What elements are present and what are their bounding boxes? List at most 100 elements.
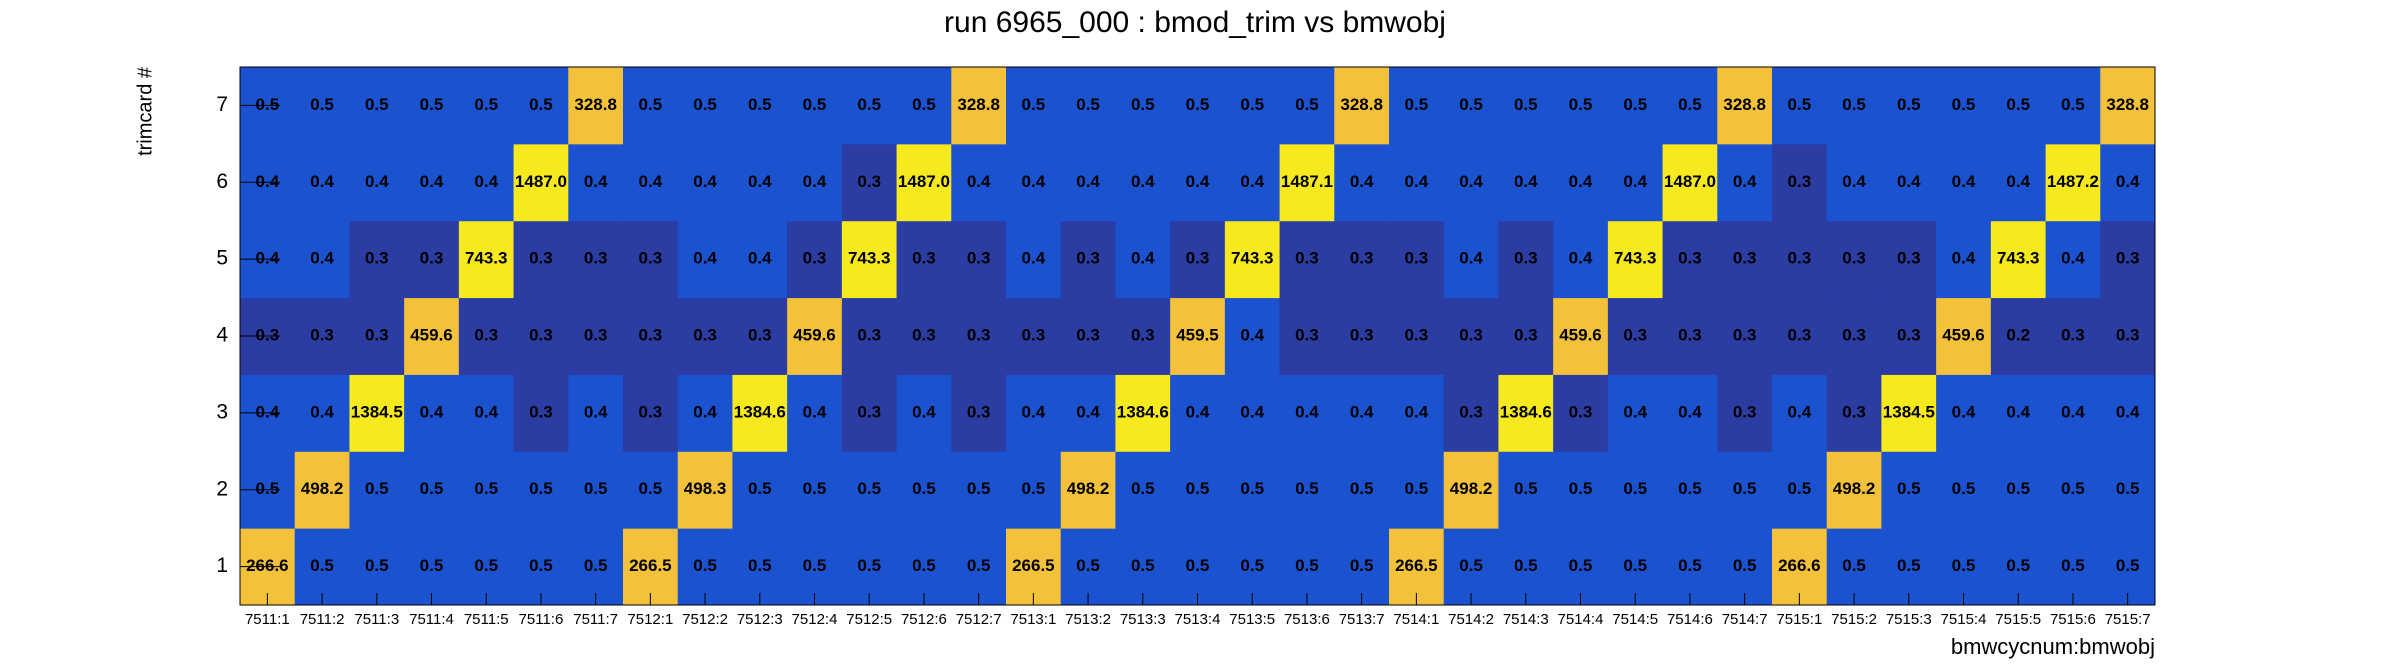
heatmap-cell <box>458 374 515 452</box>
cell-label: 0.3 <box>2116 249 2140 268</box>
heatmap-cell <box>1498 374 1554 452</box>
cell-label: 0.4 <box>2006 402 2030 421</box>
cell-label: 0.5 <box>529 95 553 114</box>
cell-label: 0.5 <box>1459 556 1483 575</box>
cell-label: 0.5 <box>1240 556 1264 575</box>
cell-label: 0.4 <box>1733 172 1757 191</box>
cell-label: 0.5 <box>1514 479 1538 498</box>
heatmap-cell <box>1717 374 1773 452</box>
heatmap-cell <box>1006 220 1062 299</box>
cell-label: 0.4 <box>1569 249 1593 268</box>
cell-label: 1384.5 <box>1883 402 1935 421</box>
cell-label: 0.5 <box>1897 479 1921 498</box>
cell-label: 0.3 <box>1295 325 1319 344</box>
heatmap-cell <box>568 374 624 452</box>
cell-label: 0.5 <box>1405 479 1429 498</box>
heatmap-cell <box>677 528 733 606</box>
heatmap-cell <box>349 220 405 299</box>
x-tick-label: 7511:3 <box>354 611 399 628</box>
cell-label: 0.5 <box>1459 95 1483 114</box>
heatmap-cell <box>458 143 515 222</box>
cell-label: 0.5 <box>1350 556 1374 575</box>
x-tick-label: 7514:4 <box>1558 611 1604 628</box>
heatmap-cell <box>1662 374 1718 452</box>
cell-label: 0.4 <box>1569 172 1593 191</box>
cell-label: 0.3 <box>1514 249 1538 268</box>
heatmap-cell <box>787 143 843 222</box>
heatmap-cell <box>1389 528 1445 606</box>
cell-label: 0.5 <box>1788 95 1812 114</box>
cell-label: 0.3 <box>1076 249 1100 268</box>
cell-label: 0.4 <box>1186 402 1210 421</box>
heatmap-cell <box>841 451 898 529</box>
y-tick-label: 1 <box>216 554 228 577</box>
cell-label: 0.3 <box>1350 325 1374 344</box>
cell-label: 0.3 <box>748 325 772 344</box>
heatmap-cell <box>1006 528 1062 606</box>
heatmap-cell <box>1060 451 1116 529</box>
heatmap-cell <box>951 67 1007 145</box>
cell-label: 0.3 <box>1186 249 1210 268</box>
heatmap-cell <box>677 67 733 145</box>
heatmap-cell <box>2100 143 2156 222</box>
heatmap-cell <box>896 374 952 452</box>
heatmap-cell <box>896 297 952 375</box>
cell-label: 0.4 <box>1514 172 1538 191</box>
heatmap-cell <box>1006 374 1062 452</box>
heatmap-cell <box>1553 143 1609 222</box>
heatmap-cell <box>732 374 788 452</box>
cell-label: 0.5 <box>912 479 936 498</box>
cell-label: 0.5 <box>2006 479 2030 498</box>
cell-label: 0.3 <box>967 249 991 268</box>
heatmap-cell <box>294 67 350 145</box>
cell-label: 0.5 <box>748 556 772 575</box>
cell-label: 0.4 <box>1131 249 1155 268</box>
heatmap-cell <box>458 451 515 529</box>
cell-label: 0.5 <box>1788 479 1812 498</box>
heatmap-cell <box>1115 528 1171 606</box>
heatmap-cell <box>2100 374 2156 452</box>
heatmap-cell <box>404 528 460 606</box>
cell-label: 0.4 <box>1240 325 1264 344</box>
heatmap-cell <box>787 220 843 299</box>
x-tick-label: 7513:3 <box>1120 611 1166 628</box>
heatmap-cell <box>1553 374 1609 452</box>
cell-label: 1384.6 <box>1117 402 1169 421</box>
heatmap-cell <box>1334 374 1390 452</box>
heatmap-cell <box>677 143 733 222</box>
heatmap-cell <box>1170 374 1226 452</box>
x-tick-label: 7511:1 <box>245 611 290 628</box>
cell-label: 0.5 <box>310 95 334 114</box>
cell-label: 0.5 <box>1733 556 1757 575</box>
cell-label: 0.5 <box>1022 95 1046 114</box>
heatmap-cell <box>2045 374 2101 452</box>
heatmap-cell <box>1826 297 1882 375</box>
x-tick-label: 7515:4 <box>1941 611 1987 628</box>
x-tick-label: 7513:4 <box>1175 611 1221 628</box>
heatmap-cell <box>1115 297 1171 375</box>
heatmap-cell <box>787 451 843 529</box>
heatmap-cell <box>896 67 952 145</box>
cell-label: 0.3 <box>1733 402 1757 421</box>
cell-label: 0.5 <box>584 479 608 498</box>
heatmap-cell <box>1990 220 2047 299</box>
cell-label: 0.4 <box>420 402 444 421</box>
cell-label: 0.5 <box>1842 556 1866 575</box>
x-tick-label: 7515:3 <box>1886 611 1932 628</box>
cell-label: 498.3 <box>684 479 727 498</box>
heatmap-cell <box>2045 451 2101 529</box>
cell-label: 0.5 <box>1186 479 1210 498</box>
cell-label: 0.5 <box>1897 95 1921 114</box>
heatmap-cell <box>1826 374 1882 452</box>
cell-label: 0.4 <box>1788 402 1812 421</box>
cell-label: 0.3 <box>420 249 444 268</box>
heatmap-cell <box>568 297 624 375</box>
cell-label: 0.4 <box>1076 172 1100 191</box>
heatmap-cell <box>1990 297 2047 375</box>
heatmap-cell <box>1443 67 1499 145</box>
heatmap-cell <box>1607 374 1664 452</box>
heatmap-cell <box>1498 528 1554 606</box>
heatmap-cell <box>1279 143 1335 222</box>
heatmap-cell <box>1553 67 1609 145</box>
